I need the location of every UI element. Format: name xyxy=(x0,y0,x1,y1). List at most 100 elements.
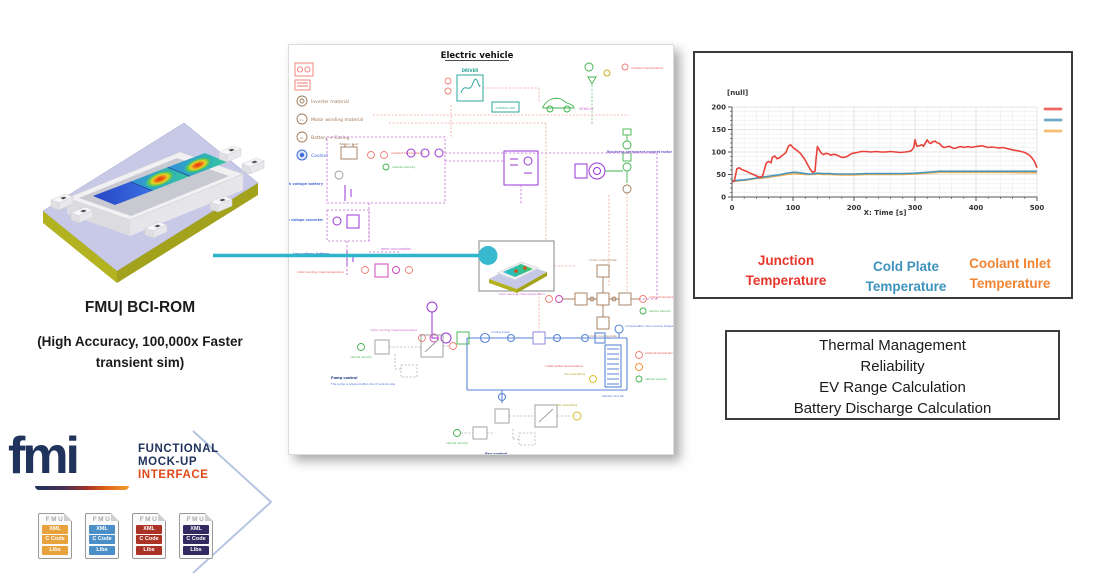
scenario-sources: ambient temperature xyxy=(584,62,663,125)
callout-dot xyxy=(478,246,498,265)
fmu-file-header: FMU xyxy=(92,516,112,523)
fmu-file-bar: Libs xyxy=(136,545,162,555)
fmu-file-bar: C Code xyxy=(89,535,115,544)
fmu-file-bar: XML xyxy=(183,524,209,534)
svg-text:ambient temperature: ambient temperature xyxy=(649,295,673,299)
svg-text:motor winding mass temperature: motor winding mass temperature xyxy=(498,292,545,296)
series-label-line: Cold Plate xyxy=(872,259,939,274)
svg-text:outlet water temperature: outlet water temperature xyxy=(545,364,583,368)
series-label-line: Coolant Inlet xyxy=(969,256,1051,271)
signal-wires xyxy=(373,105,629,287)
svg-text:Al: Al xyxy=(300,136,303,140)
x-tick-label: 100 xyxy=(786,204,801,212)
chart-series-label: Junction Temperature xyxy=(728,251,844,291)
fmi-logo-underline xyxy=(35,486,129,490)
folded-corner xyxy=(158,513,166,521)
cabin-loop-row: motor winding mass temperature xyxy=(297,263,439,339)
legend-label: Coolant xyxy=(311,153,329,159)
x-tick-label: 500 xyxy=(1030,204,1045,212)
svg-text:High voltage battery: High voltage battery xyxy=(289,182,324,186)
benefit-line: Battery Discharge Calculation xyxy=(793,400,992,417)
fmu-file-bar: C Code xyxy=(136,535,162,544)
fmu-file-bar: Libs xyxy=(89,545,115,555)
y-tick-label: 50 xyxy=(716,171,726,179)
series-label-line: Junction xyxy=(757,253,815,268)
chart-canvas: [null] X: Time [s] 0 50 100 150 200 0 100 200 30… xyxy=(711,89,1063,217)
folded-corner xyxy=(64,513,72,521)
series-label-line: Temperature xyxy=(969,276,1051,291)
chart-series-label: Coolant Inlet Temperature xyxy=(952,254,1068,294)
fmi-tagline-line2: MOCK-UP xyxy=(138,456,198,468)
coolant-loop: cooling pump motor winding mass temperat… xyxy=(370,291,682,403)
x-tick-label: 400 xyxy=(969,204,984,212)
y-tick-label: 100 xyxy=(711,149,726,157)
svg-text:CONTROL UNIT: CONTROL UNIT xyxy=(496,106,516,110)
benefit-line: Reliability xyxy=(860,358,925,375)
svg-text:radiator and fan: radiator and fan xyxy=(602,394,625,398)
x-tick-label: 200 xyxy=(847,204,862,212)
benefits-box: Thermal Management Reliability EV Range Ca… xyxy=(725,330,1060,420)
series-label-line: Temperature xyxy=(745,273,827,288)
fmu-file-header: FMU xyxy=(45,516,65,523)
hotspot xyxy=(182,156,214,174)
fmu-file-bar: C Code xyxy=(183,535,209,544)
fmu-file-icon: FMU XML C Code Libs xyxy=(132,513,166,559)
svg-text:cooling pump: cooling pump xyxy=(491,330,510,334)
series-line xyxy=(731,171,1037,183)
folded-corner xyxy=(205,513,213,521)
temperature-chart-panel: [null] X: Time [s] 0 50 100 150 200 0 100 200 30… xyxy=(693,51,1073,299)
module-subcaption: (High Accuracy, 100,000x Faster transien… xyxy=(10,331,270,373)
motor-block: Brushless permanent magnet motor xyxy=(574,150,672,180)
svg-text:vehicle velocity: vehicle velocity xyxy=(446,441,468,445)
chart-series-label: Cold Plate Temperature xyxy=(848,257,964,297)
y-tick-label: 150 xyxy=(711,126,726,134)
svg-text:vehicle velocity: vehicle velocity xyxy=(392,165,416,169)
svg-text:ambient temperature: ambient temperature xyxy=(645,351,673,355)
fmi-logo-wordmark: fmi xyxy=(8,427,80,485)
svg-text:motor cooling plate: motor cooling plate xyxy=(589,258,617,262)
svg-text:vehicle velocity: vehicle velocity xyxy=(645,377,667,381)
svg-text:vehicle velocity: vehicle velocity xyxy=(649,309,671,313)
legend-label: Battery + Casing xyxy=(311,135,350,141)
svg-text:Cu: Cu xyxy=(300,118,304,122)
x-tick-label: 0 xyxy=(730,204,735,212)
y-tick-label: 200 xyxy=(711,104,726,112)
svg-text:vehicle velocity: vehicle velocity xyxy=(350,355,372,359)
fmi-logo-tagline: FUNCTIONAL MOCK-UP INTERFACE xyxy=(138,443,219,482)
thermal-network: motor winding mass temperature ambient t… xyxy=(498,258,679,338)
control-unit-block: CONTROL UNIT xyxy=(491,101,520,113)
fmu-files-row: FMU XML C Code Libs FMU XML C Code Libs FMU XML C … xyxy=(38,513,213,559)
fmu-file-bar: C Code xyxy=(42,535,68,544)
driveline xyxy=(622,128,632,291)
legend-label: Inverter material xyxy=(311,99,349,105)
module-callout-line xyxy=(213,246,498,265)
svg-text:ambient temperature: ambient temperature xyxy=(631,66,663,70)
svg-text:other consumption: other consumption xyxy=(381,247,411,251)
module-subcaption-line1: (High Accuracy, 100,000x Faster xyxy=(37,334,243,349)
chart-x-axis-label: X: Time [s] xyxy=(864,209,907,217)
x-tick-label: 300 xyxy=(908,204,923,212)
module-subcaption-line2: transient sim) xyxy=(95,355,185,370)
fmu-file-header: FMU xyxy=(186,516,206,523)
fmu-file-bar: XML xyxy=(42,524,68,534)
fmu-file-header: FMU xyxy=(139,516,159,523)
hv-battery-section: Battery heat ambient temperature vehicle… xyxy=(282,136,658,300)
driver-block: DRIVER xyxy=(444,68,540,103)
svg-text:Fan control: Fan control xyxy=(485,452,507,454)
y-tick-label: 0 xyxy=(721,194,726,202)
fmu-file-icon: FMU XML C Code Libs xyxy=(179,513,213,559)
fmi-tagline-line3: INTERFACE xyxy=(138,469,209,481)
folded-corner xyxy=(111,513,119,521)
svg-text:The pump is stopped after 10s: The pump is stopped after 10s of vehicle… xyxy=(330,382,395,386)
svg-text:motor winding mass temperature: motor winding mass temperature xyxy=(297,270,344,274)
svg-text:VEHICLE: VEHICLE xyxy=(579,107,594,111)
svg-text:Pump control: Pump control xyxy=(331,376,357,380)
svg-text:DRIVER: DRIVER xyxy=(462,68,479,73)
svg-text:compensation tank volume tempe: compensation tank volume temperature xyxy=(625,324,673,328)
inverter-block xyxy=(445,150,539,205)
svg-text:motor winding mass temperature: motor winding mass temperature xyxy=(370,328,417,332)
svg-text:Fan operating: Fan operating xyxy=(564,372,585,376)
benefit-line: Thermal Management xyxy=(819,337,966,354)
fmi-tagline-line1: FUNCTIONAL xyxy=(138,443,219,455)
